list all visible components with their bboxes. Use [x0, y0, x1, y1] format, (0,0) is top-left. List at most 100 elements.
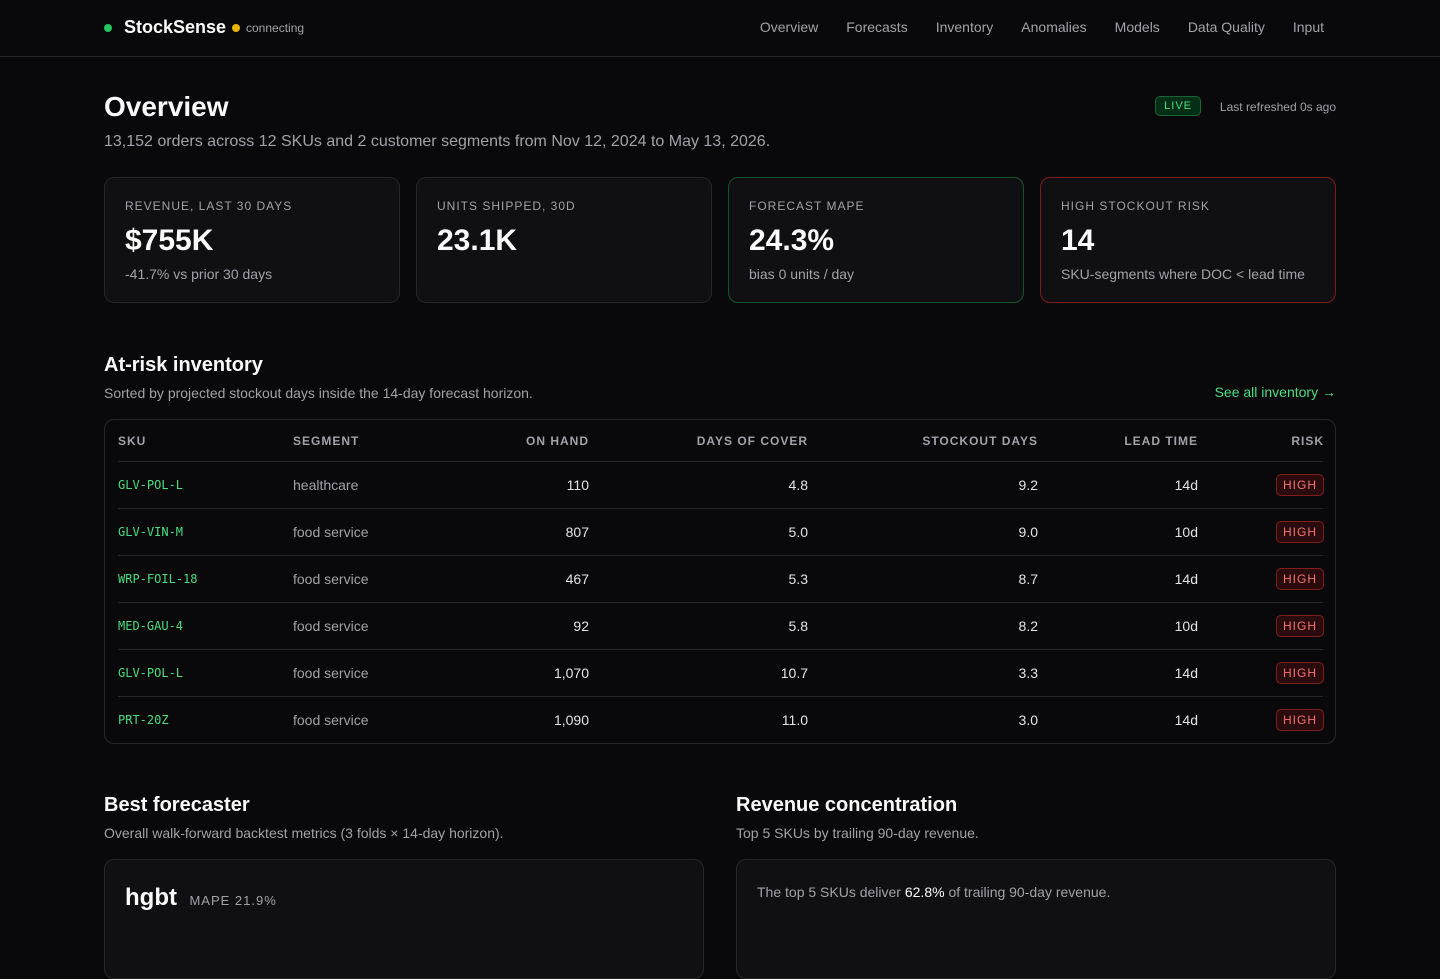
table: SKU SEGMENT ON HAND DAYS OF COVER STOCKOUT D… [104, 419, 1336, 744]
table-row: GLV-VIN-M food service 807 5.0 9.0 10d HIGH [118, 508, 1324, 555]
kpi-label: HIGH STOCKOUT RISK [1061, 199, 1210, 213]
cell: 14d [1174, 712, 1198, 728]
sku: GLV-VIN-M [118, 525, 184, 539]
kpi-card: HIGH STOCKOUT RISK 14 SKU-segments where D… [1040, 177, 1336, 303]
risk-cell: HIGH [1198, 662, 1324, 684]
cell: 467 [565, 571, 589, 587]
page-title: Overview [104, 91, 229, 122]
section-subtitle: Overall walk-forward backtest metrics (3… [104, 825, 504, 841]
section-subtitle: Sorted by projected stockout days inside… [104, 385, 533, 401]
kpi-value: 14 [1061, 224, 1095, 257]
nav-item[interactable]: Overview [759, 19, 819, 35]
column-header: DAYS OF COVER [696, 433, 808, 448]
text: of trailing 90-day revenue. [948, 884, 1111, 900]
header: StockSense connecting Overview Forecasts I… [0, 0, 1440, 57]
risk-cell: HIGH [1198, 521, 1324, 543]
cell: 807 [565, 524, 589, 540]
column-header: STOCKOUT DAYS [922, 433, 1038, 448]
cell: 14d [1174, 571, 1198, 587]
cell: 3.0 [1018, 712, 1038, 728]
cell: 10d [1174, 524, 1198, 540]
cell: 4.8 [788, 477, 808, 493]
kpi-card: REVENUE, LAST 30 DAYS $755K -41.7% vs prio… [104, 177, 400, 303]
cell: 9.0 [1018, 524, 1038, 540]
cell: 5.0 [788, 524, 808, 540]
cell: 14d [1174, 665, 1198, 681]
cell: 8.7 [1018, 571, 1038, 587]
refreshed: Last refreshed 0s ago [1219, 100, 1336, 114]
live-badge: LIVE [1155, 96, 1201, 116]
risk-badge: HIGH [1276, 474, 1324, 496]
nav-item[interactable]: Data Quality [1187, 19, 1265, 35]
sku: PRT-20Z [118, 713, 169, 727]
section-subtitle: Top 5 SKUs by trailing 90-day revenue. [736, 825, 979, 841]
risk-cell: HIGH [1198, 615, 1324, 637]
column-header: SKU [118, 433, 147, 448]
column-header: LEAD TIME [1124, 433, 1198, 448]
see-all-link[interactable]: See all inventory → [1214, 384, 1336, 400]
risk-badge: HIGH [1276, 521, 1324, 543]
risk-badge: HIGH [1276, 568, 1324, 590]
nav-item[interactable]: Inventory [935, 19, 994, 35]
kpi-note: SKU-segments where DOC < lead time [1061, 266, 1305, 282]
table-row: GLV-POL-L healthcare 110 4.8 9.2 14d HIGH [118, 461, 1324, 508]
risk-cell: HIGH [1198, 474, 1324, 496]
cell: 5.3 [788, 571, 808, 587]
table-row: GLV-POL-L food service 1,070 10.7 3.3 14d HIGH [118, 649, 1324, 696]
column-header: ON HAND [526, 433, 589, 448]
table-row: PRT-20Z food service 1,090 11.0 3.0 14d HIGH [118, 696, 1324, 743]
nav-item[interactable]: Models [1114, 19, 1160, 35]
sku: GLV-POL-L [118, 478, 184, 492]
cell: 3.3 [1018, 665, 1038, 681]
cell: 10.7 [780, 665, 808, 681]
cell: 5.8 [788, 618, 808, 634]
segment: healthcare [293, 477, 359, 493]
risk-badge: HIGH [1276, 662, 1324, 684]
kpi-card: UNITS SHIPPED, 30D 23.1K [416, 177, 712, 303]
cell: 8.2 [1018, 618, 1038, 634]
forecaster-card: hgbt MAPE 21.9% [104, 859, 704, 979]
kpi-value: 24.3% [749, 224, 835, 257]
risk-cell: HIGH [1198, 709, 1324, 731]
section-title: Best forecaster [104, 794, 250, 816]
sku: GLV-POL-L [118, 666, 184, 680]
segment: food service [293, 524, 369, 540]
table-header: SKU SEGMENT ON HAND DAYS OF COVER STOCKOUT D… [118, 420, 1323, 461]
cell: 1,070 [553, 665, 589, 681]
highlight: 62.8% [904, 884, 945, 900]
nav-item[interactable]: Input [1292, 19, 1324, 35]
brand[interactable]: StockSense [124, 17, 227, 37]
kpi-label: REVENUE, LAST 30 DAYS [125, 199, 293, 213]
cell: 10d [1174, 618, 1198, 634]
status-dot [104, 24, 112, 32]
section-title: At-risk inventory [104, 354, 263, 376]
text: The top 5 SKUs deliver [757, 884, 901, 900]
kpi-note: bias 0 units / day [749, 266, 855, 282]
nav-item[interactable]: Anomalies [1021, 19, 1087, 35]
risk-cell: HIGH [1198, 568, 1324, 590]
kpi-label: FORECAST MAPE [749, 199, 865, 213]
cell: 92 [573, 618, 589, 634]
segment: food service [293, 571, 369, 587]
nav-item[interactable]: Forecasts [846, 19, 908, 35]
risk-badge: HIGH [1276, 709, 1324, 731]
kpi-value: 23.1K [437, 224, 518, 257]
segment: food service [293, 618, 369, 634]
sku: WRP-FOIL-18 [118, 572, 198, 586]
cell: 14d [1174, 477, 1198, 493]
kpi-row: REVENUE, LAST 30 DAYS $755K -41.7% vs prio… [104, 177, 1336, 303]
cell: 110 [566, 477, 589, 493]
model-name: hgbt [125, 884, 177, 911]
kpi-value: $755K [125, 224, 214, 257]
model-metric: MAPE 21.9% [189, 893, 277, 908]
cell: 11.0 [781, 712, 808, 728]
section-title: Revenue concentration [736, 794, 958, 816]
sku: MED-GAU-4 [118, 619, 184, 633]
connection-status: connecting [246, 21, 305, 35]
kpi-label: UNITS SHIPPED, 30D [437, 199, 576, 213]
segment: food service [293, 712, 369, 728]
kpi-note: -41.7% vs prior 30 days [125, 266, 273, 282]
column-header: RISK [1291, 433, 1324, 448]
